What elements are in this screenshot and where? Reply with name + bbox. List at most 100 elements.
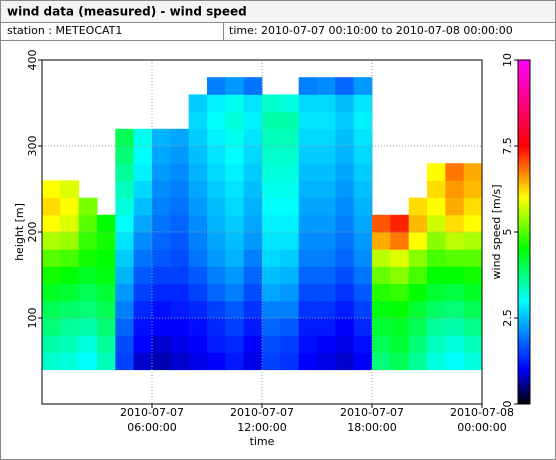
heat-cell xyxy=(262,300,281,319)
heat-cell xyxy=(133,300,153,319)
heat-cell xyxy=(152,249,171,267)
heat-cell xyxy=(298,318,318,336)
heat-cell xyxy=(335,180,355,199)
heat-cell xyxy=(60,318,80,336)
heat-cell xyxy=(280,249,300,267)
heat-cell xyxy=(207,318,226,336)
heat-cell xyxy=(170,266,190,285)
heat-cell xyxy=(427,352,446,371)
heat-cell xyxy=(97,352,116,371)
heat-cell xyxy=(207,197,226,216)
heat-cell xyxy=(243,283,263,302)
heat-cell xyxy=(78,318,98,336)
heat-cell xyxy=(170,214,190,233)
heat-cell xyxy=(207,266,226,285)
heat-cell xyxy=(353,318,373,336)
heat-cell xyxy=(335,232,355,250)
heat-cell xyxy=(243,163,263,181)
heat-cell xyxy=(317,94,336,113)
heat-cell xyxy=(280,128,300,147)
heat-cell xyxy=(445,283,465,302)
heat-cell xyxy=(42,283,61,302)
heat-cell xyxy=(353,214,373,233)
heat-cell xyxy=(152,266,171,285)
x-tick-label: 2010-07-07 06:00:00 xyxy=(120,406,184,434)
heat-cell xyxy=(463,335,483,353)
heat-cell xyxy=(390,283,410,302)
heat-cell xyxy=(133,180,153,199)
heat-cell xyxy=(298,266,318,285)
heat-cell xyxy=(335,318,355,336)
heat-cell xyxy=(207,111,226,130)
heat-cell xyxy=(170,146,190,164)
heat-cell xyxy=(408,283,428,302)
heat-cell xyxy=(463,283,483,302)
heat-cell xyxy=(298,214,318,233)
heat-cell xyxy=(115,163,135,181)
heat-cell xyxy=(280,197,300,216)
heat-cell xyxy=(60,180,80,199)
heat-cell xyxy=(243,146,263,164)
heat-cell xyxy=(335,146,355,164)
heat-cell xyxy=(280,266,300,285)
heat-cell xyxy=(225,266,245,285)
heat-cell xyxy=(152,300,171,319)
heat-cell xyxy=(188,300,208,319)
heat-cell xyxy=(225,128,245,147)
heat-cell xyxy=(280,214,300,233)
heat-cell xyxy=(317,111,336,130)
heat-cell xyxy=(463,352,483,371)
heat-cell xyxy=(353,94,373,113)
heat-cell xyxy=(188,111,208,130)
heat-cell xyxy=(97,318,116,336)
heat-cell xyxy=(243,77,263,95)
heat-cell xyxy=(97,300,116,319)
heat-cell xyxy=(152,214,171,233)
heat-cell xyxy=(133,352,153,371)
heat-cell xyxy=(408,352,428,371)
heat-cell xyxy=(207,283,226,302)
heat-cell xyxy=(133,146,153,164)
heat-cell xyxy=(115,249,135,267)
heat-cell xyxy=(280,300,300,319)
heat-cell xyxy=(280,335,300,353)
heat-cell xyxy=(188,318,208,336)
heat-cell xyxy=(170,232,190,250)
heat-cell xyxy=(207,352,226,371)
heat-cell xyxy=(225,249,245,267)
heat-cell xyxy=(298,335,318,353)
heat-cell xyxy=(225,180,245,199)
heat-cell xyxy=(243,111,263,130)
heat-cell xyxy=(353,249,373,267)
heat-cell xyxy=(335,214,355,233)
heat-cell xyxy=(317,335,336,353)
heat-cell xyxy=(243,214,263,233)
heat-cell xyxy=(298,249,318,267)
heat-cell xyxy=(115,335,135,353)
heat-cell xyxy=(78,283,98,302)
heat-cell xyxy=(317,300,336,319)
heat-cell xyxy=(188,214,208,233)
heat-cell xyxy=(78,232,98,250)
heat-cell xyxy=(133,318,153,336)
heat-cell xyxy=(262,214,281,233)
heat-cell xyxy=(243,318,263,336)
heat-cell xyxy=(60,266,80,285)
heat-cell xyxy=(408,197,428,216)
heat-cell xyxy=(317,77,336,95)
heat-cell xyxy=(60,197,80,216)
heat-cell xyxy=(372,266,391,285)
heat-cell xyxy=(445,214,465,233)
heat-cell xyxy=(225,146,245,164)
heat-cell xyxy=(262,232,281,250)
heat-cell xyxy=(353,77,373,95)
heat-cell xyxy=(262,197,281,216)
heat-cell xyxy=(133,232,153,250)
heat-cell xyxy=(372,300,391,319)
heat-cell xyxy=(170,128,190,147)
heat-cell xyxy=(133,335,153,353)
heat-cell xyxy=(78,300,98,319)
heat-cell xyxy=(42,266,61,285)
heat-cell xyxy=(78,249,98,267)
